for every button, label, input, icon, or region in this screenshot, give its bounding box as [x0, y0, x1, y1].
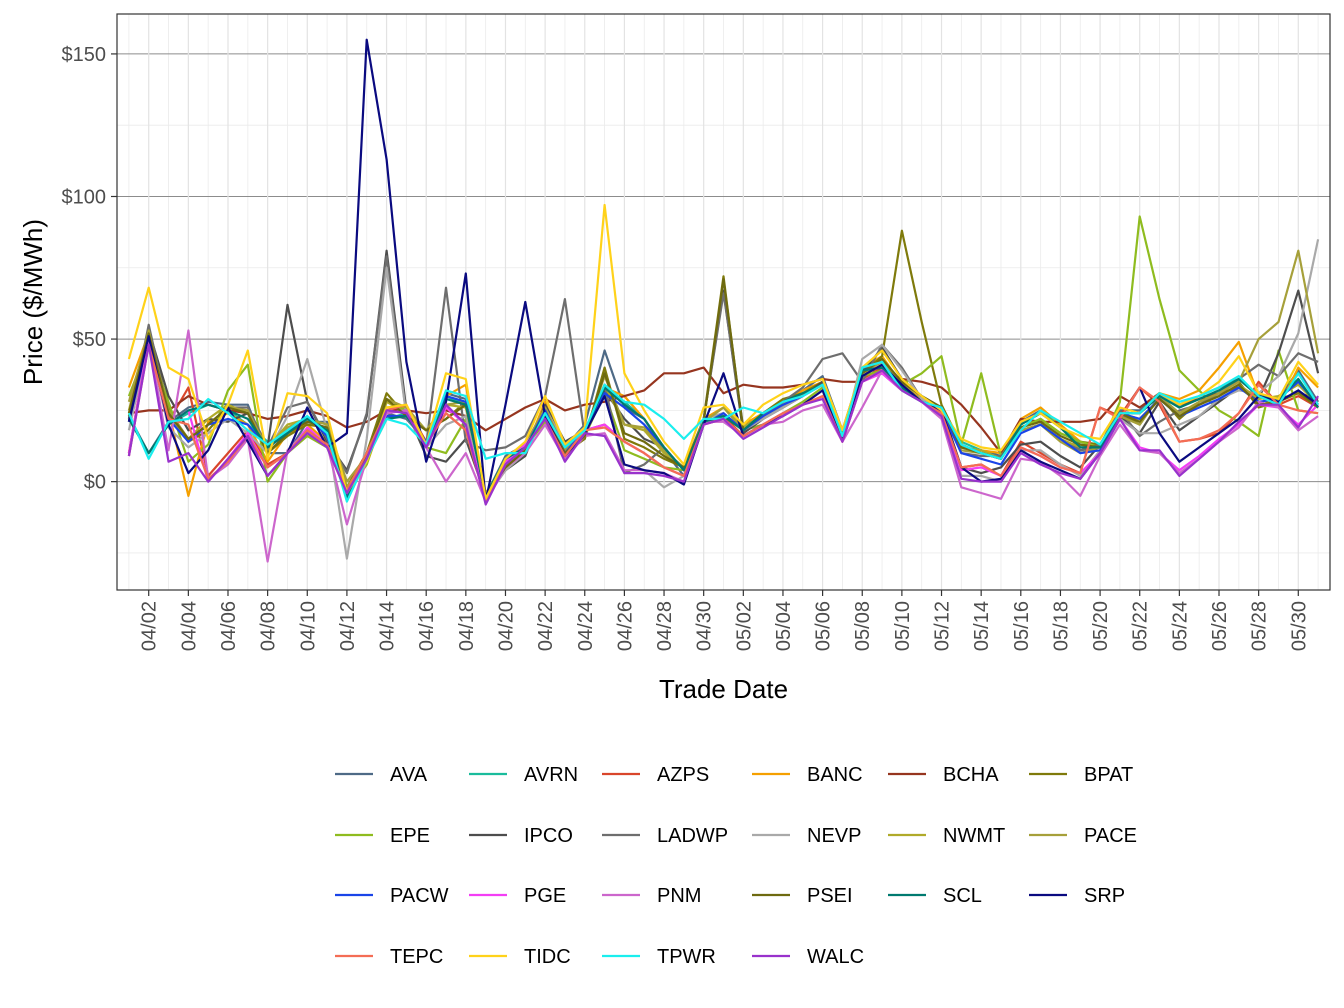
y-tick-label: $150	[62, 44, 107, 66]
legend-item-bpat: BPAT	[1029, 764, 1133, 786]
legend-label: SRP	[1084, 885, 1125, 907]
legend-item-scl: SCL	[888, 885, 982, 907]
x-tick-label: 04/04	[178, 601, 200, 651]
series-line-tidc	[127, 203, 1319, 500]
x-tick-label: 04/06	[218, 601, 240, 651]
legend-item-tepc: TEPC	[335, 946, 443, 968]
y-axis: $0 $50 $100 $150	[62, 44, 117, 494]
legend-label: NEVP	[807, 825, 861, 847]
y-tick-label: $0	[84, 472, 106, 494]
x-tick-label: 05/10	[892, 601, 914, 651]
legend-item-avrn: AVRN	[469, 764, 578, 786]
x-tick-label: 04/26	[614, 601, 636, 651]
legend-item-ipco: IPCO	[469, 825, 573, 847]
legend-item-tpwr: TPWR	[602, 946, 716, 968]
legend-item-pacw: PACW	[335, 885, 449, 907]
legend-label: PACE	[1084, 825, 1137, 847]
legend-label: TPWR	[657, 946, 716, 968]
x-tick-label: 04/08	[258, 601, 280, 651]
x-tick-label: 05/08	[852, 601, 874, 651]
legend-item-pnm: PNM	[602, 885, 701, 907]
x-tick-label: 05/24	[1169, 601, 1191, 651]
legend-label: EPE	[390, 825, 430, 847]
plot-panel-border	[116, 13, 1331, 591]
legend-label: PGE	[524, 885, 566, 907]
legend-label: AVA	[390, 764, 428, 786]
legend-label: PSEI	[807, 885, 853, 907]
legend-item-walc: WALC	[752, 946, 864, 968]
legend-label: LADWP	[657, 825, 728, 847]
legend-label: BANC	[807, 764, 863, 786]
x-axis: 04/02 04/04 04/06 04/08 04/10 04/12 04/14 04/16…	[139, 590, 1310, 651]
x-tick-label: 04/14	[377, 601, 399, 651]
x-tick-label: 05/30	[1288, 601, 1310, 651]
series-lines	[127, 38, 1320, 563]
x-tick-label: 05/26	[1209, 601, 1231, 651]
legend-item-nwmt: NWMT	[888, 825, 1005, 847]
legend-item-bcha: BCHA	[888, 764, 999, 786]
x-tick-label: 04/18	[456, 601, 478, 651]
legend: AVA AVRN AZPS BANC BCHA BPAT EPE IPCO LADWP NEVP N…	[335, 764, 1137, 968]
legend-label: NWMT	[943, 825, 1005, 847]
x-tick-label: 05/18	[1050, 601, 1072, 651]
legend-label: SCL	[943, 885, 982, 907]
legend-item-tidc: TIDC	[469, 946, 571, 968]
legend-item-ladwp: LADWP	[602, 825, 728, 847]
legend-item-srp: SRP	[1029, 885, 1125, 907]
y-tick-label: $50	[73, 329, 106, 351]
x-tick-label: 04/02	[139, 601, 161, 651]
legend-item-psei: PSEI	[752, 885, 853, 907]
x-tick-label: 05/20	[1090, 601, 1112, 651]
x-tick-label: 05/12	[932, 601, 954, 651]
legend-label: AZPS	[657, 764, 709, 786]
legend-item-epe: EPE	[335, 825, 430, 847]
legend-item-pge: PGE	[469, 885, 566, 907]
legend-label: TEPC	[390, 946, 443, 968]
legend-label: BCHA	[943, 764, 999, 786]
x-tick-label: 05/04	[773, 601, 795, 651]
x-tick-label: 04/12	[337, 601, 359, 651]
x-tick-label: 04/28	[654, 601, 676, 651]
series-line-walc	[127, 343, 1320, 506]
legend-item-pace: PACE	[1029, 825, 1137, 847]
x-tick-label: 04/22	[535, 601, 557, 651]
x-tick-label: 05/28	[1249, 601, 1271, 651]
legend-label: AVRN	[524, 764, 578, 786]
x-tick-label: 04/10	[297, 601, 319, 651]
legend-item-nevp: NEVP	[752, 825, 861, 847]
x-tick-label: 05/22	[1130, 601, 1152, 651]
legend-label: PACW	[390, 885, 449, 907]
x-axis-title: Trade Date	[659, 674, 788, 704]
x-tick-label: 04/30	[694, 601, 716, 651]
y-tick-label: $100	[62, 186, 107, 208]
legend-label: PNM	[657, 885, 701, 907]
x-tick-label: 04/16	[416, 601, 438, 651]
legend-label: WALC	[807, 946, 864, 968]
x-tick-label: 05/06	[813, 601, 835, 651]
x-tick-label: 05/14	[971, 601, 993, 651]
x-tick-label: 05/16	[1011, 601, 1033, 651]
legend-item-banc: BANC	[752, 764, 863, 786]
x-tick-label: 05/02	[733, 601, 755, 651]
x-tick-label: 04/20	[495, 601, 517, 651]
y-axis-title: Price ($/MWh)	[18, 219, 48, 385]
legend-item-ava: AVA	[335, 764, 428, 786]
x-tick-label: 04/24	[575, 601, 597, 651]
series-line-pace	[127, 249, 1320, 497]
legend-label: BPAT	[1084, 764, 1133, 786]
legend-item-azps: AZPS	[602, 764, 709, 786]
legend-label: TIDC	[524, 946, 571, 968]
legend-label: IPCO	[524, 825, 573, 847]
